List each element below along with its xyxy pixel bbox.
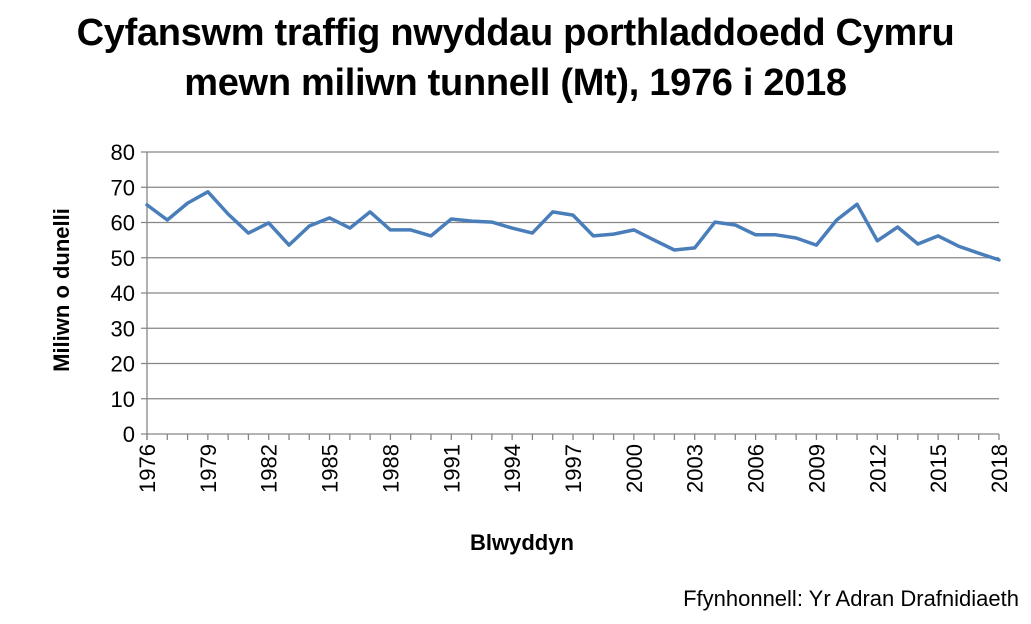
gridlines [141,151,1000,440]
x-tick-label: 2006 [744,444,769,493]
chart-title: Cyfanswm traffig nwyddau porthladdoedd C… [0,8,1031,108]
x-tick-label: 2018 [987,444,1012,493]
data-line [145,190,1001,262]
y-tick-label: 80 [111,140,135,165]
x-tick-label: 2009 [804,444,829,493]
y-tick-label: 50 [111,246,135,271]
x-tick-label: 1982 [257,444,282,493]
y-axis-ticks: 0 10 20 30 40 50 60 70 80 [111,140,135,447]
chart-title-line1: Cyfanswm traffig nwyddau porthladdoedd C… [76,12,955,54]
y-tick-label: 0 [123,422,135,447]
y-tick-label: 70 [111,175,135,200]
x-tick-label: 1976 [135,444,160,493]
y-tick-label: 10 [111,387,135,412]
x-tick-label: 1985 [318,444,343,493]
y-tick-label: 60 [111,211,135,236]
x-axis-ticks: 1976 1979 1982 1985 1988 1991 1994 1997 2000 2003… [135,444,1012,493]
x-tick-label: 1994 [500,444,525,493]
x-tick-label: 1991 [439,444,464,493]
y-axis-label: Miliwn o dunelli [49,208,74,372]
x-tick-label: 2000 [622,444,647,493]
x-axis-label: Blwyddyn [470,530,574,555]
y-tick-label: 20 [111,352,135,377]
x-tick-label: 1997 [561,444,586,493]
x-tick-label: 1988 [378,444,403,493]
y-tick-label: 30 [111,316,135,341]
x-tick-label: 2015 [926,444,951,493]
y-tick-label: 40 [111,281,135,306]
x-tick-label: 2003 [683,444,708,493]
chart-title-line2: mewn miliwn tunnell (Mt), 1976 i 2018 [184,62,847,104]
source-note: Ffynhonnell: Yr Adran Drafnidiaeth [683,586,1019,611]
x-tick-label: 1979 [196,444,221,493]
x-tick-label: 2012 [865,444,890,493]
